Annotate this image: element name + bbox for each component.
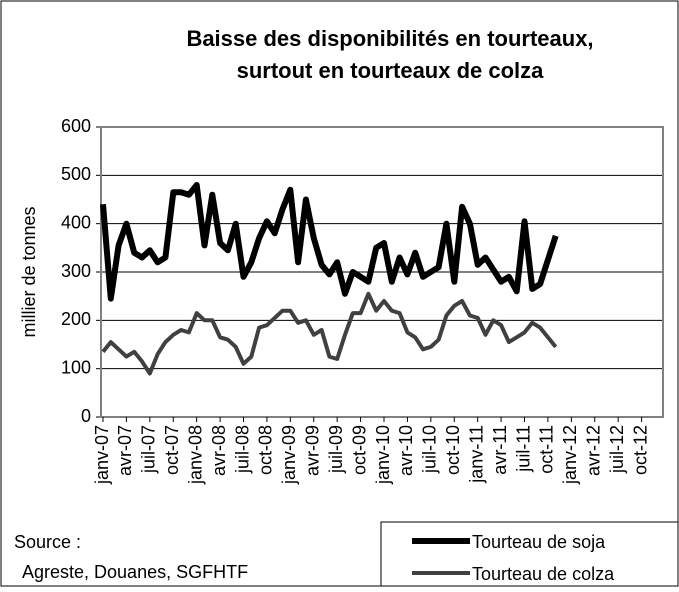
x-tick-label: oct-12 [630, 425, 650, 475]
x-tick-label: oct-09 [349, 425, 369, 475]
x-tick-label: avr-09 [303, 425, 323, 476]
plot-area [100, 126, 664, 418]
x-tick-label: juil-09 [326, 425, 346, 474]
x-tick-label: oct-08 [256, 425, 276, 475]
x-tick-label: juil-10 [420, 425, 440, 474]
y-tick-label: 400 [61, 212, 91, 232]
y-tick-label: 600 [61, 116, 91, 136]
y-tick-label: 200 [61, 309, 91, 329]
y-axis-label: millier de tonnes [19, 206, 39, 337]
x-tick-label: oct-11 [537, 425, 557, 474]
y-tick-label: 100 [61, 357, 91, 377]
legend [380, 521, 679, 587]
x-tick-label: avr-12 [584, 425, 604, 476]
x-tick-label: avr-10 [396, 425, 416, 476]
source: Source : [14, 532, 81, 552]
x-tick-label: juil-11 [513, 425, 533, 473]
y-tick-label: 0 [81, 406, 91, 426]
x-tick-label: juil-07 [139, 425, 159, 474]
x-tick-label: avr-07 [115, 425, 135, 476]
x-tick-label: janv-09 [279, 425, 299, 485]
chart-title: surtout en tourteaux de colza [237, 58, 545, 83]
x-tick-label: juil-08 [232, 425, 252, 474]
y-tick-label: 300 [61, 261, 91, 281]
x-tick-label: avr-11 [490, 425, 510, 475]
x-tick-label: oct-07 [162, 425, 182, 475]
x-tick-label: janv-08 [185, 425, 205, 485]
x-tick-label: janv-11 [466, 425, 486, 484]
x-tick-label: janv-07 [92, 425, 112, 485]
x-tick-label: janv-10 [373, 425, 393, 485]
chart-title: Baisse des disponibilités en tourteaux, [186, 26, 593, 51]
x-tick-label: janv-12 [560, 425, 580, 485]
series-line [101, 291, 558, 376]
source: Agreste, Douanes, SGFHTF [22, 562, 248, 582]
x-tick-label: avr-08 [209, 425, 229, 476]
x-tick-label: oct-10 [443, 425, 463, 475]
y-tick-label: 500 [61, 164, 91, 184]
legend-label: Tourteau de soja [472, 532, 606, 552]
series-line [100, 182, 559, 302]
legend-label: Tourteau de colza [472, 564, 615, 584]
x-tick-label: juil-12 [607, 425, 627, 474]
